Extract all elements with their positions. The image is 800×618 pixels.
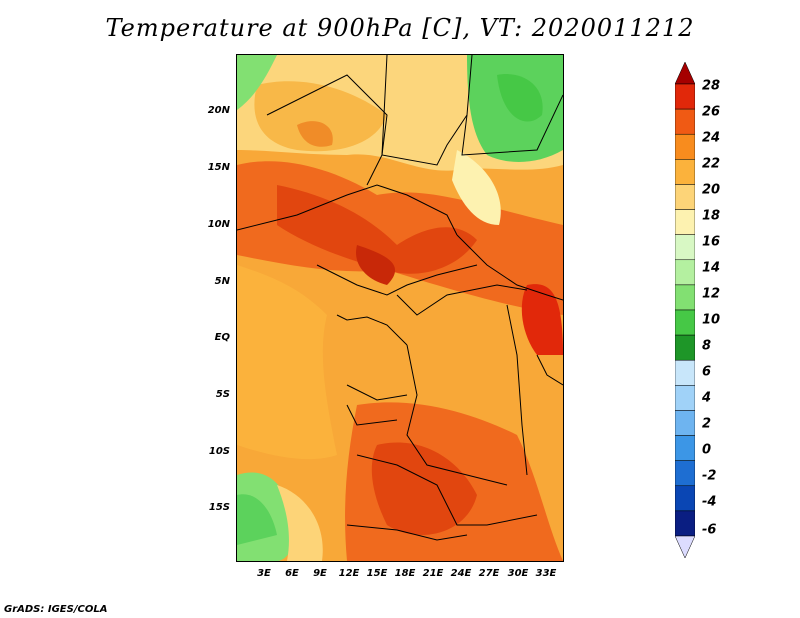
y-tick-eq: EQ bbox=[214, 332, 230, 343]
colorbar-segment bbox=[675, 234, 695, 261]
colorbar-segment bbox=[675, 435, 695, 461]
colorbar-segment bbox=[675, 284, 695, 311]
y-tick-15s: 15S bbox=[208, 502, 230, 513]
colorbar-label-26: 26 bbox=[702, 104, 721, 120]
y-tick-5n: 5N bbox=[214, 276, 230, 287]
x-tick-21e: 21E bbox=[422, 568, 444, 579]
colorbar-label-8: 8 bbox=[702, 338, 712, 354]
colorbar-label-neg6: -6 bbox=[702, 522, 717, 538]
colorbar-label-10: 10 bbox=[702, 312, 721, 328]
y-tick-10n: 10N bbox=[207, 219, 230, 230]
colorbar-segment bbox=[675, 62, 695, 85]
colorbar-label-0: 0 bbox=[702, 442, 712, 458]
temperature-map bbox=[236, 54, 564, 562]
footer-credit: GrADS: IGES/COLA bbox=[4, 604, 108, 615]
colorbar-label-neg4: -4 bbox=[702, 494, 717, 510]
colorbar-segment bbox=[675, 485, 695, 512]
colorbar-label-2: 2 bbox=[702, 416, 712, 432]
x-tick-24e: 24E bbox=[450, 568, 472, 579]
colorbar-label-16: 16 bbox=[702, 234, 721, 250]
colorbar-segment bbox=[675, 108, 695, 135]
x-tick-33e: 33E bbox=[535, 568, 557, 579]
colorbar-label-14: 14 bbox=[702, 260, 721, 276]
colorbar bbox=[675, 62, 695, 558]
y-tick-10s: 10S bbox=[208, 446, 230, 457]
x-tick-3e: 3E bbox=[257, 568, 271, 579]
x-tick-12e: 12E bbox=[338, 568, 360, 579]
colorbar-segment bbox=[675, 385, 695, 411]
colorbar-segment bbox=[675, 535, 695, 558]
colorbar-segment bbox=[675, 209, 695, 235]
y-tick-20n: 20N bbox=[207, 105, 230, 116]
x-tick-15e: 15E bbox=[366, 568, 388, 579]
colorbar-label-6: 6 bbox=[702, 364, 712, 380]
colorbar-segment bbox=[675, 184, 695, 210]
x-tick-27e: 27E bbox=[478, 568, 500, 579]
temperature-field bbox=[237, 55, 563, 561]
colorbar-label-24: 24 bbox=[702, 130, 721, 146]
colorbar-segment bbox=[675, 410, 695, 436]
x-tick-18e: 18E bbox=[394, 568, 416, 579]
colorbar-segment bbox=[675, 460, 695, 487]
colorbar-label-18: 18 bbox=[702, 208, 721, 224]
colorbar-segment bbox=[675, 133, 695, 160]
colorbar-label-neg2: -2 bbox=[702, 468, 717, 484]
colorbar-label-4: 4 bbox=[702, 390, 712, 406]
x-tick-30e: 30E bbox=[507, 568, 529, 579]
colorbar-label-20: 20 bbox=[702, 182, 721, 198]
colorbar-segment bbox=[675, 510, 695, 537]
colorbar-segment bbox=[675, 259, 695, 286]
colorbar-segment bbox=[675, 334, 695, 361]
y-tick-5s: 5S bbox=[215, 389, 230, 400]
colorbar-label-22: 22 bbox=[702, 156, 721, 172]
map-title: Temperature at 900hPa [C], VT: 202001121… bbox=[105, 14, 695, 42]
colorbar-label-28: 28 bbox=[702, 78, 721, 94]
x-tick-6e: 6E bbox=[285, 568, 299, 579]
colorbar-segment bbox=[675, 83, 695, 110]
colorbar-segment bbox=[675, 159, 695, 185]
colorbar-segment bbox=[675, 359, 695, 386]
x-tick-9e: 9E bbox=[313, 568, 327, 579]
colorbar-segment bbox=[675, 309, 695, 336]
colorbar-label-12: 12 bbox=[702, 286, 721, 302]
y-tick-15n: 15N bbox=[207, 162, 230, 173]
